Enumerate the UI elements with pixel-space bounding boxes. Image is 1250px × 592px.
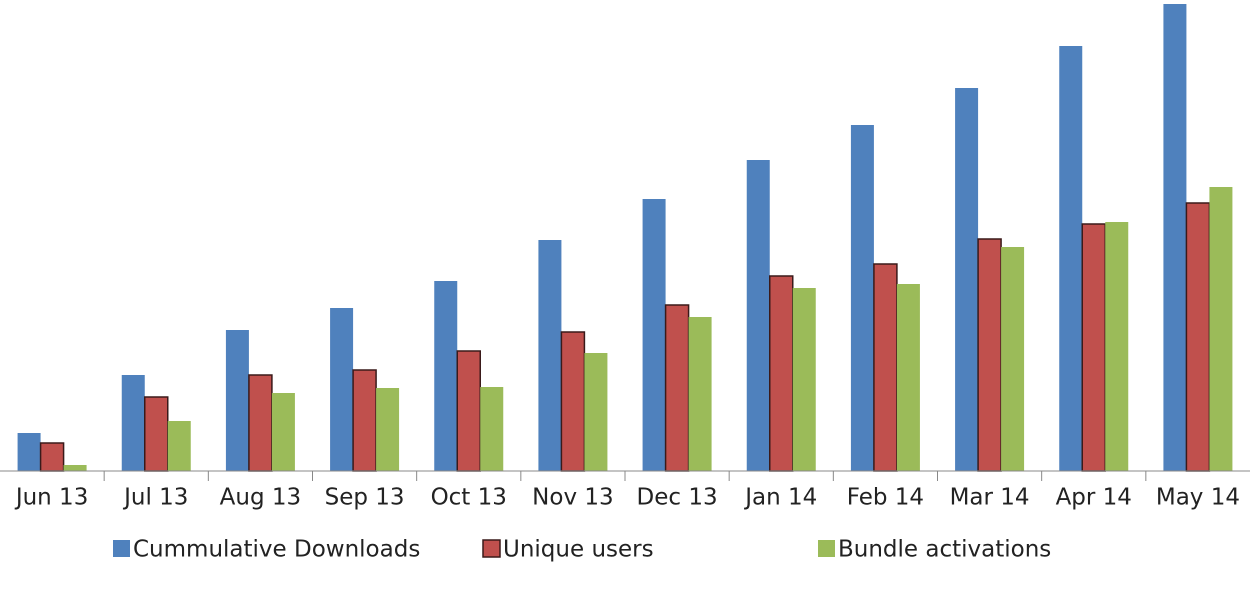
x-tick-label: Apr 14: [1056, 485, 1132, 511]
bar: [664, 304, 690, 472]
bar: [688, 317, 712, 471]
bar: [792, 288, 816, 471]
bar: [1001, 247, 1025, 471]
x-tick-label: Jan 14: [743, 485, 817, 511]
bar: [434, 281, 458, 471]
bar: [248, 374, 273, 472]
x-tick-label: Sep 13: [325, 485, 405, 511]
bar: [977, 238, 1002, 472]
x-tick-label: May 14: [1156, 485, 1240, 511]
x-tick-label: Nov 13: [532, 485, 613, 511]
bar: [850, 125, 874, 471]
bar: [271, 393, 295, 471]
bar: [1059, 46, 1083, 471]
bar: [1209, 187, 1233, 471]
legend-swatch: [113, 540, 130, 557]
bar: [121, 375, 145, 471]
bar: [1185, 202, 1211, 472]
legend-swatch: [482, 539, 501, 558]
bar: [642, 199, 666, 471]
x-tick-label: Feb 14: [847, 485, 924, 511]
bar: [746, 160, 770, 471]
bar: [1163, 4, 1187, 471]
bar: [225, 330, 249, 471]
x-tick-label: Jun 13: [14, 485, 89, 511]
bar: [955, 88, 979, 471]
bar: [560, 331, 586, 472]
bar: [352, 369, 377, 472]
bar: [17, 433, 41, 471]
x-tick-label: Oct 13: [431, 485, 507, 511]
bar: [584, 353, 608, 471]
bar: [1105, 222, 1129, 471]
bar: [63, 465, 87, 471]
legend-swatch: [818, 540, 835, 557]
bar: [1081, 223, 1106, 472]
bar: [769, 275, 794, 472]
legend-label: Bundle activations: [838, 537, 1051, 563]
bar: [896, 284, 920, 471]
bar: [39, 442, 65, 472]
bar: [480, 387, 504, 471]
x-tick-label: Dec 13: [637, 485, 718, 511]
x-tick-label: Mar 14: [950, 485, 1030, 511]
x-tick-label: Aug 13: [220, 485, 302, 511]
bar: [873, 263, 898, 472]
bar: [456, 350, 481, 472]
bar: [330, 308, 354, 471]
legend-label: Unique users: [503, 537, 654, 563]
bar: [144, 396, 169, 472]
bar: [376, 388, 400, 471]
legend-label: Cummulative Downloads: [133, 537, 420, 563]
bar: [538, 240, 562, 471]
bar: [167, 421, 191, 471]
x-tick-label: Jul 13: [122, 485, 188, 511]
